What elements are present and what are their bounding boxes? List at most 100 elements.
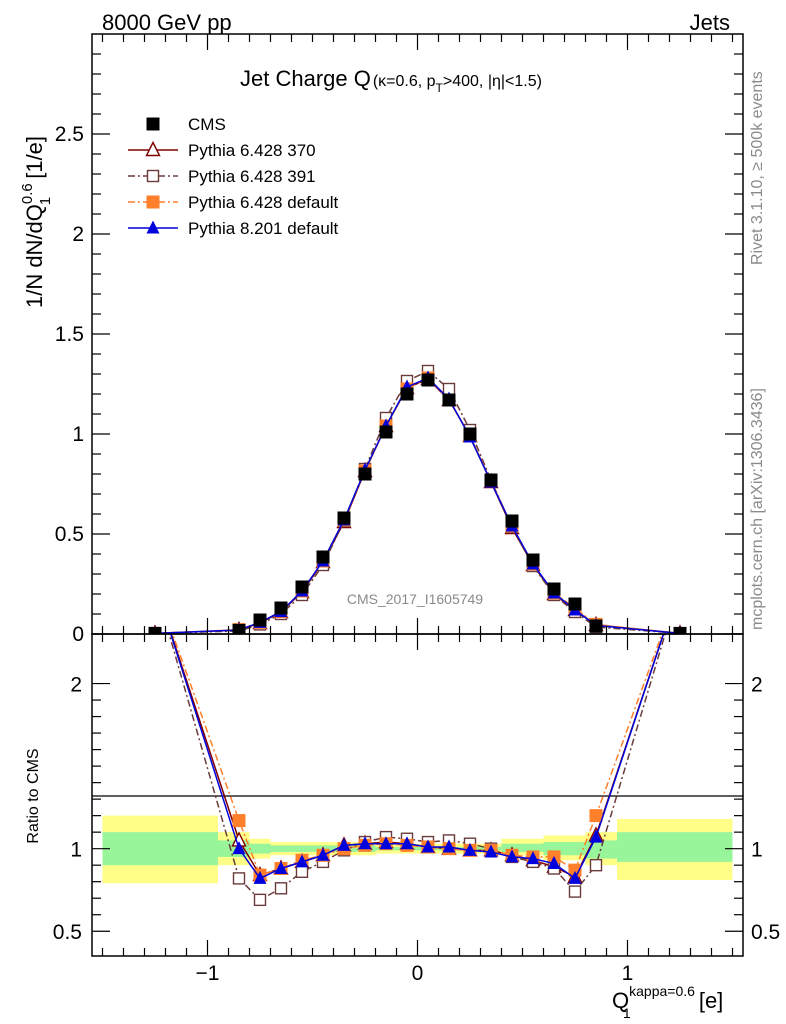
point-cms-5 bbox=[316, 550, 330, 564]
legend-marker-pythia-8-201-default bbox=[146, 220, 160, 234]
ratio-point-pythia-6-428-default-18 bbox=[589, 809, 603, 823]
ratio-uncertainty-bands bbox=[102, 815, 733, 884]
x-label-sub: 1 bbox=[623, 1005, 631, 1021]
ratio-y-tick-label-2: 2 bbox=[70, 674, 82, 697]
ratio-point-pythia-8-201-default-10 bbox=[421, 839, 435, 853]
point-cms-6 bbox=[337, 511, 351, 525]
x-tick-label-1: 0 bbox=[412, 962, 424, 985]
legend-label-cms: CMS bbox=[188, 115, 226, 134]
band-68-8 bbox=[617, 832, 733, 862]
point-cms-8 bbox=[379, 425, 393, 439]
legend-entry-cms: CMS bbox=[146, 115, 226, 134]
legend-marker-pythia-6-428-370 bbox=[145, 140, 161, 157]
point-cms-11 bbox=[442, 393, 456, 407]
ratio-point-pythia-8-201-default-19 bbox=[674, 577, 687, 590]
ratio-point-pythia-8-201-default-2 bbox=[253, 870, 267, 884]
x-axis-label: Qkappa=0.6 1 [e] bbox=[612, 983, 723, 1021]
ratio-point-pythia-6-428-391-2 bbox=[253, 893, 267, 907]
process-label: Jets bbox=[690, 10, 730, 35]
main-series-layer bbox=[148, 364, 687, 634]
ratio-point-pythia-8-201-default-17 bbox=[568, 870, 582, 884]
legend-marker-cms bbox=[146, 117, 160, 131]
ratio-point-pythia-8-201-default-9 bbox=[400, 836, 414, 850]
ratio-y-tick-label-1: 1 bbox=[70, 839, 82, 862]
ratio-point-pythia-8-201-default-6 bbox=[337, 837, 351, 851]
ratio-point-pythia-8-201-default-5 bbox=[316, 847, 330, 861]
ratio-y-tick-label-right-0: 0.5 bbox=[751, 921, 780, 944]
plot-title: Jet Charge Q (κ=0.6, pT>400, |η|<1.5) bbox=[240, 66, 542, 95]
ratio-point-pythia-6-428-370-0 bbox=[149, 577, 162, 590]
ratio-point-pythia-6-428-default-0 bbox=[149, 578, 162, 591]
ratio-point-pythia-6-428-391-3 bbox=[274, 882, 288, 895]
mcplots-credit-label: mcplots.cern.ch [arXiv:1306.3436] bbox=[749, 388, 766, 630]
ratio-plot-frame bbox=[91, 633, 744, 957]
point-cms-15 bbox=[526, 553, 540, 567]
ratio-series-layer bbox=[149, 577, 687, 907]
point-cms-18 bbox=[589, 619, 603, 633]
point-cms-17 bbox=[568, 597, 582, 611]
legend-entry-pythia-6-428-391: Pythia 6.428 391 bbox=[128, 167, 316, 186]
ratio-point-pythia-6-428-default-1 bbox=[232, 814, 246, 828]
ratio-point-pythia-6-428-default-19 bbox=[674, 578, 687, 591]
ratio-point-pythia-8-201-default-15 bbox=[526, 851, 540, 865]
main-y-tick-label-0: 0 bbox=[72, 623, 84, 646]
ratio-point-pythia-8-201-default-8 bbox=[379, 836, 393, 850]
main-y-tick-label-1: 0.5 bbox=[55, 523, 84, 546]
band-68-4 bbox=[375, 847, 502, 851]
ratio-point-pythia-8-201-default-16 bbox=[547, 856, 561, 870]
point-cms-2 bbox=[253, 613, 267, 627]
point-cms-13 bbox=[484, 473, 498, 487]
point-cms-3 bbox=[274, 601, 288, 615]
legend-entry-pythia-6-428-default: Pythia 6.428 default bbox=[128, 193, 339, 212]
line-pythia-6-428-391 bbox=[154, 370, 681, 634]
point-cms-0 bbox=[148, 626, 162, 634]
analysis-watermark: CMS_2017_I1605749 bbox=[347, 591, 483, 607]
main-y-tick-label-2: 1 bbox=[72, 423, 84, 446]
ratio-point-pythia-6-428-391-17 bbox=[568, 885, 582, 898]
x-tick-label-0: −1 bbox=[196, 962, 220, 985]
legend: CMS Pythia 6.428 370 Pythia 6.428 391 Pythi… bbox=[128, 115, 339, 238]
legend-label-pythia-8-201-default: Pythia 8.201 default bbox=[188, 219, 339, 238]
y-axis-main-label: 1/N dN/dQ0.61 [1/e] bbox=[19, 136, 54, 308]
ratio-point-pythia-8-201-default-12 bbox=[463, 842, 477, 856]
ratio-point-pythia-8-201-default-4 bbox=[295, 854, 309, 868]
rivet-version-label: Rivet 3.1.10, ≥ 500k events bbox=[749, 71, 766, 265]
band-68-5 bbox=[501, 843, 544, 852]
axis-ticks bbox=[92, 34, 743, 956]
title-cuts: >400, |η|<1.5) bbox=[443, 73, 542, 90]
y-label-unit: [1/e] bbox=[22, 136, 47, 185]
band-68-0 bbox=[102, 832, 218, 866]
ratio-point-pythia-8-201-default-13 bbox=[484, 844, 498, 858]
ratio-y-tick-label-right-1: 1 bbox=[751, 839, 763, 862]
ratio-y-tick-label-right-2: 2 bbox=[751, 674, 763, 697]
ratio-point-pythia-6-428-370-19 bbox=[674, 577, 687, 590]
title-main: Jet Charge Q bbox=[240, 66, 371, 91]
ratio-point-pythia-6-428-391-4 bbox=[295, 865, 309, 878]
ratio-point-pythia-8-201-default-18 bbox=[589, 829, 603, 843]
x-label-text: Q bbox=[612, 988, 629, 1013]
point-cms-4 bbox=[295, 580, 309, 594]
svg-text:1/N dN/dQ0.61 [1/e]: 1/N dN/dQ0.61 [1/e] bbox=[19, 136, 54, 308]
ratio-point-pythia-6-428-391-18 bbox=[589, 858, 603, 872]
point-cms-10 bbox=[421, 373, 435, 387]
main-y-tick-label-3: 1.5 bbox=[55, 323, 84, 346]
ratio-point-pythia-8-201-default-7 bbox=[358, 836, 372, 850]
legend-label-pythia-6-428-370: Pythia 6.428 370 bbox=[188, 141, 316, 160]
point-cms-1 bbox=[232, 623, 246, 634]
ratio-point-pythia-6-428-391-19 bbox=[675, 579, 686, 590]
point-cms-16 bbox=[547, 582, 561, 596]
ratio-point-pythia-8-201-default-0 bbox=[149, 577, 162, 590]
ratio-point-pythia-8-201-default-3 bbox=[274, 860, 288, 874]
point-cms-7 bbox=[358, 467, 372, 481]
y-label-sub: 1 bbox=[37, 197, 54, 205]
point-cms-14 bbox=[505, 514, 519, 528]
axis-tick-labels: 0 0.5 1 1.5 2 2.5 0.5 0.5 1 1 2 2 −1 0 1 bbox=[53, 123, 780, 985]
main-y-tick-label-4: 2 bbox=[72, 223, 84, 246]
title-kappa: (κ=0.6, p bbox=[373, 73, 436, 90]
legend-entry-pythia-6-428-370: Pythia 6.428 370 bbox=[128, 140, 316, 160]
legend-marker-pythia-6-428-391 bbox=[146, 169, 160, 183]
legend-entry-pythia-8-201-default: Pythia 8.201 default bbox=[128, 219, 339, 238]
legend-label-pythia-6-428-391: Pythia 6.428 391 bbox=[188, 167, 316, 186]
point-cms-19 bbox=[673, 626, 687, 634]
